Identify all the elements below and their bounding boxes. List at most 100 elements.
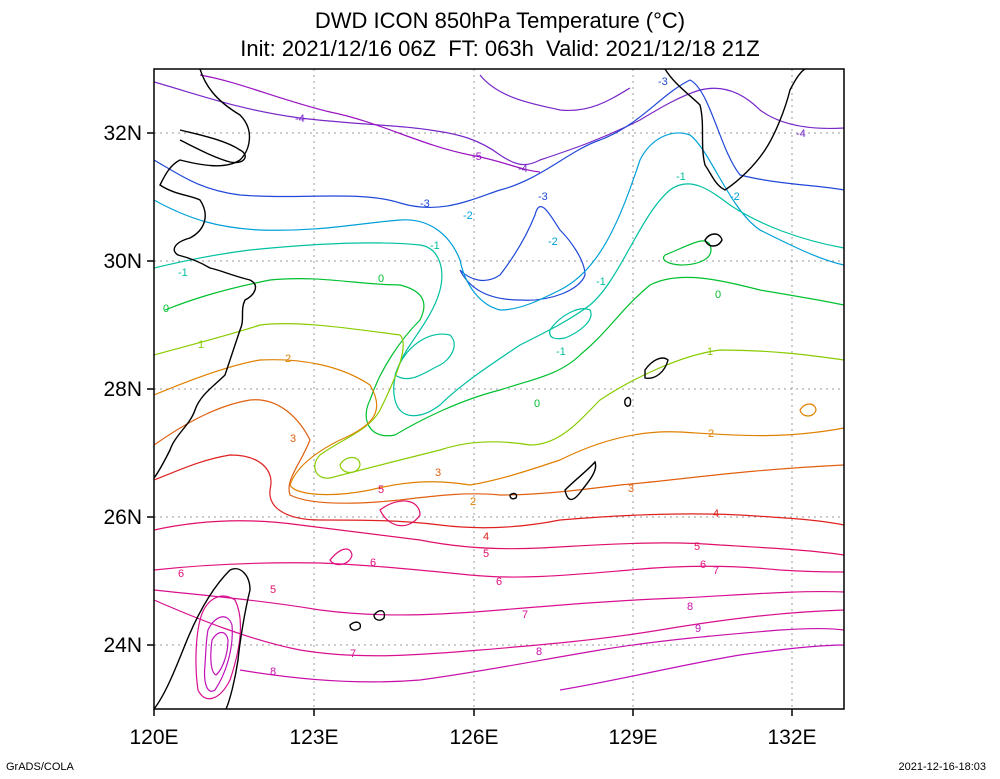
contour-label: -1 [596, 276, 606, 288]
contour-label: -1 [178, 267, 188, 279]
contour-zero [164, 276, 844, 437]
contour-taiwan-3 [210, 631, 229, 676]
contour-labels: -4 -5 -4 -3 -4 -3 -3 -2 -2 -1 -2 -1 -1 0… [163, 76, 806, 678]
island-kume [509, 492, 518, 500]
contour-label: 8 [536, 646, 542, 658]
coastline-kyushu [664, 69, 806, 191]
contour-label: 7 [713, 565, 719, 577]
contour-minus2 [154, 132, 844, 311]
y-tick-label: 26N [103, 506, 142, 529]
contour-minus1-lobe [394, 333, 455, 380]
contour-label: 3 [628, 483, 634, 495]
contour-label: 1 [198, 339, 204, 351]
contour-plus2 [154, 359, 844, 496]
contour-plus9 [559, 644, 844, 691]
contour-label: 5 [483, 548, 489, 560]
contour-plus5-lobe [379, 500, 421, 527]
contour-label: 0 [534, 398, 540, 410]
contour-minus1 [154, 183, 844, 417]
island-amami [644, 357, 669, 379]
x-tick-label: 132E [767, 726, 816, 749]
contour-plus7 [154, 589, 844, 616]
contour-label: 8 [270, 666, 276, 678]
island-ishigaki [373, 610, 386, 621]
contour-label: 9 [695, 623, 701, 635]
y-tick-labels: 24N 26N 28N 30N 32N [103, 122, 142, 657]
contour-label: 0 [715, 289, 721, 301]
x-tick-label: 120E [129, 726, 178, 749]
contour-label: 0 [163, 303, 169, 315]
coastlines [154, 69, 806, 709]
contour-plus1 [154, 323, 844, 479]
coastline-taiwan [154, 568, 251, 709]
contour-plus6 [154, 562, 844, 578]
contour-label: 1 [707, 346, 713, 358]
contour-label: -4 [295, 113, 305, 125]
contour-label: 6 [700, 559, 706, 571]
contour-minus1-lobe2 [549, 308, 592, 340]
footer-timestamp: 2021-12-16-18:03 [898, 761, 986, 773]
island-yakushima [704, 233, 723, 247]
x-tick-label: 126E [449, 726, 498, 749]
contour-label: -1 [430, 240, 440, 252]
coastline-china-inner [179, 129, 246, 164]
map-subtitle: Init: 2021/12/16 06Z FT: 063h Valid: 202… [240, 36, 760, 61]
x-tick-label: 123E [289, 726, 338, 749]
y-tick-label: 24N [103, 634, 142, 657]
contour-label: -3 [658, 76, 668, 88]
contour-label: -5 [472, 151, 482, 163]
contour-minus4-north [154, 81, 844, 166]
contour-minus3-inner [459, 206, 586, 301]
contour-label: 6 [178, 568, 184, 580]
contour-label: 5 [270, 584, 276, 596]
contour-label: -2 [730, 191, 740, 203]
contour-minus3 [154, 79, 844, 209]
coastline-china [154, 69, 257, 479]
map-title: DWD ICON 850hPa Temperature (°C) [314, 8, 686, 33]
contour-label: -4 [796, 128, 806, 140]
contour-label: 4 [713, 508, 719, 520]
y-tick-label: 28N [103, 378, 142, 401]
contour-label: 7 [522, 609, 528, 621]
contour-plus4 [154, 454, 844, 529]
contour-label: -3 [538, 191, 548, 203]
contour-minus5 [199, 74, 541, 173]
contour-plus7-b [154, 599, 844, 657]
contour-label: -2 [548, 236, 558, 248]
island-okinawa [564, 460, 597, 501]
contour-label: 7 [350, 648, 356, 660]
contour-label: 6 [496, 576, 502, 588]
x-tick-label: 129E [608, 726, 657, 749]
y-tick-label: 32N [103, 122, 142, 145]
y-tick-label: 30N [103, 250, 142, 273]
footer-credit: GrADS/COLA [6, 761, 74, 773]
contour-plus2-lobe [799, 403, 817, 417]
contour-label: 3 [435, 467, 441, 479]
island-tokara [624, 396, 632, 407]
island-miyako [349, 621, 362, 631]
contour-plus3 [154, 399, 844, 504]
contour-label: 3 [290, 433, 296, 445]
contour-plus6-lobe [329, 548, 353, 566]
contour-label: -1 [556, 346, 566, 358]
contour-plus5 [154, 520, 844, 556]
contour-minus4-mid [479, 74, 631, 112]
grid-lines [154, 69, 844, 709]
contour-taiwan-1 [195, 595, 242, 700]
contour-label: 6 [370, 557, 376, 569]
contour-taiwan-2 [203, 616, 233, 692]
contour-label: -2 [463, 210, 473, 222]
contour-label: 0 [378, 273, 384, 285]
contour-label: 4 [483, 531, 489, 543]
contour-label: 2 [708, 428, 714, 440]
contour-label: 2 [285, 353, 291, 365]
tick-marks [147, 132, 793, 716]
contour-label: -1 [676, 171, 686, 183]
x-tick-labels: 120E 123E 126E 129E 132E [129, 726, 816, 749]
contour-zero-lobe [662, 240, 712, 266]
contour-label: 5 [694, 541, 700, 553]
contour-plus1-lobe [339, 456, 361, 474]
contour-label: 2 [470, 496, 476, 508]
contour-plus8 [239, 627, 844, 683]
